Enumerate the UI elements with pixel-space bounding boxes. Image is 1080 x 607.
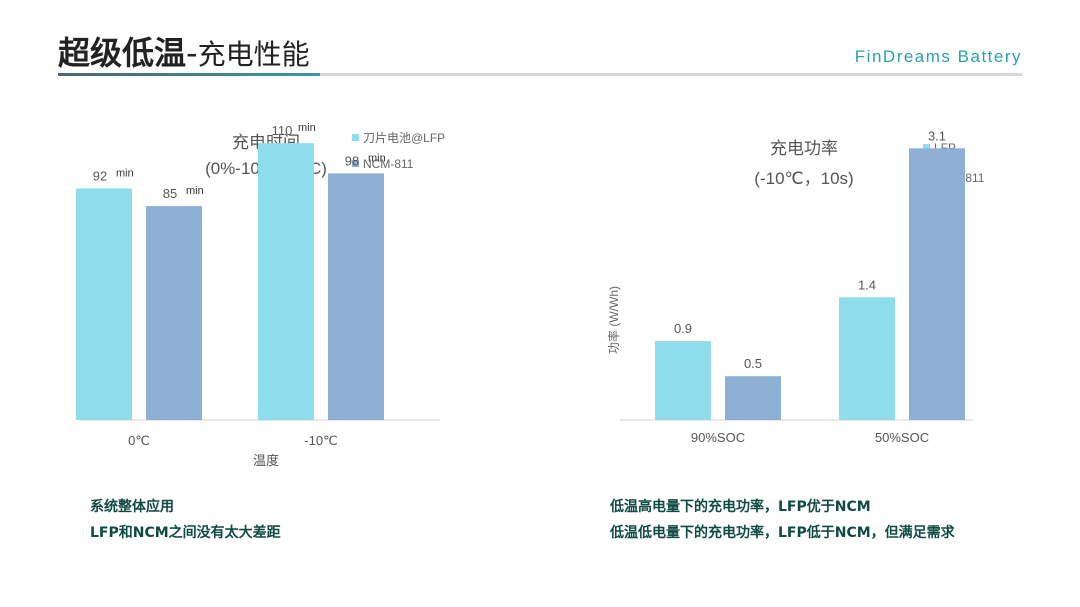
data-label-0-0: 92 [93,168,107,183]
data-label-0-1: 1.4 [858,277,876,292]
legend-label-0: 刀片电池@LFP [363,131,445,145]
bar-0-0 [76,188,132,420]
bar-0-1 [839,297,895,420]
legend-swatch-0 [352,134,359,141]
x-tick-label-1: 50%SOC [875,430,929,445]
header-rule [58,73,1022,76]
caption-left-line-2: LFP和NCM之间没有太大差距 [90,525,281,541]
x-tick-label-0: 0℃ [128,433,150,448]
bar-0-1 [258,143,314,420]
x-tick-label-0: 90%SOC [691,430,745,445]
bar-1-0 [146,206,202,420]
bar-0-0 [655,341,711,420]
slide-header: 超级低温-充电性能 FinDreams Battery [0,0,1080,80]
data-label-unit-0-1: min [298,122,316,134]
chart-title: 充电功率 [770,139,838,158]
caption-right: 低温高电量下的充电功率，LFP优于NCM 低温低电量下的充电功率，LFP低于NC… [610,494,955,546]
data-label-1-1: 98 [345,153,359,168]
legend-label-1: NCM-811 [363,157,414,171]
caption-right-line-1: 低温高电量下的充电功率，LFP优于NCM [610,499,871,515]
data-label-unit-0-0: min [116,167,134,179]
slide-title-sub: 充电性能 [197,38,310,71]
slide-title-dash: - [186,34,198,72]
data-label-0-1: 110 [272,123,293,138]
data-label-1-0: 85 [163,186,177,201]
caption-right-line-2: 低温低电量下的充电功率，LFP低于NCM，但满足需求 [610,525,955,541]
charging-power-chart: 充电功率(-10℃，10s)LFPNCM-8110.90.590%SOC1.43… [606,128,985,445]
y-axis-title: 功率 (W/Wh) [606,286,621,354]
data-label-0-0: 0.9 [674,321,692,336]
x-tick-label-1: -10℃ [304,433,337,448]
bar-1-1 [328,173,384,420]
chart-subtitle: (-10℃，10s) [754,169,853,188]
header-accent-rule [58,73,320,76]
slide-title-main: 超级低温 [58,34,187,72]
data-label-unit-1-0: min [186,185,204,197]
charging-time-chart: 充电时间(0%-100%SOC)刀片电池@LFPNCM-81192min85mi… [76,122,445,468]
legend-swatch-0 [923,144,930,151]
caption-left-line-1: 系统整体应用 [90,499,174,515]
bar-1-1 [909,148,965,420]
slide-title: 超级低温-充电性能 [58,28,310,74]
x-axis-title: 温度 [253,453,279,468]
legend-swatch-1 [352,160,359,167]
bar-1-0 [725,376,781,420]
data-label-1-0: 0.5 [744,356,762,371]
caption-left: 系统整体应用 LFP和NCM之间没有太大差距 [90,494,281,546]
brand-logo-text: FinDreams Battery [854,47,1022,66]
data-label-unit-1-1: min [368,152,386,164]
data-label-1-1: 3.1 [928,128,946,143]
